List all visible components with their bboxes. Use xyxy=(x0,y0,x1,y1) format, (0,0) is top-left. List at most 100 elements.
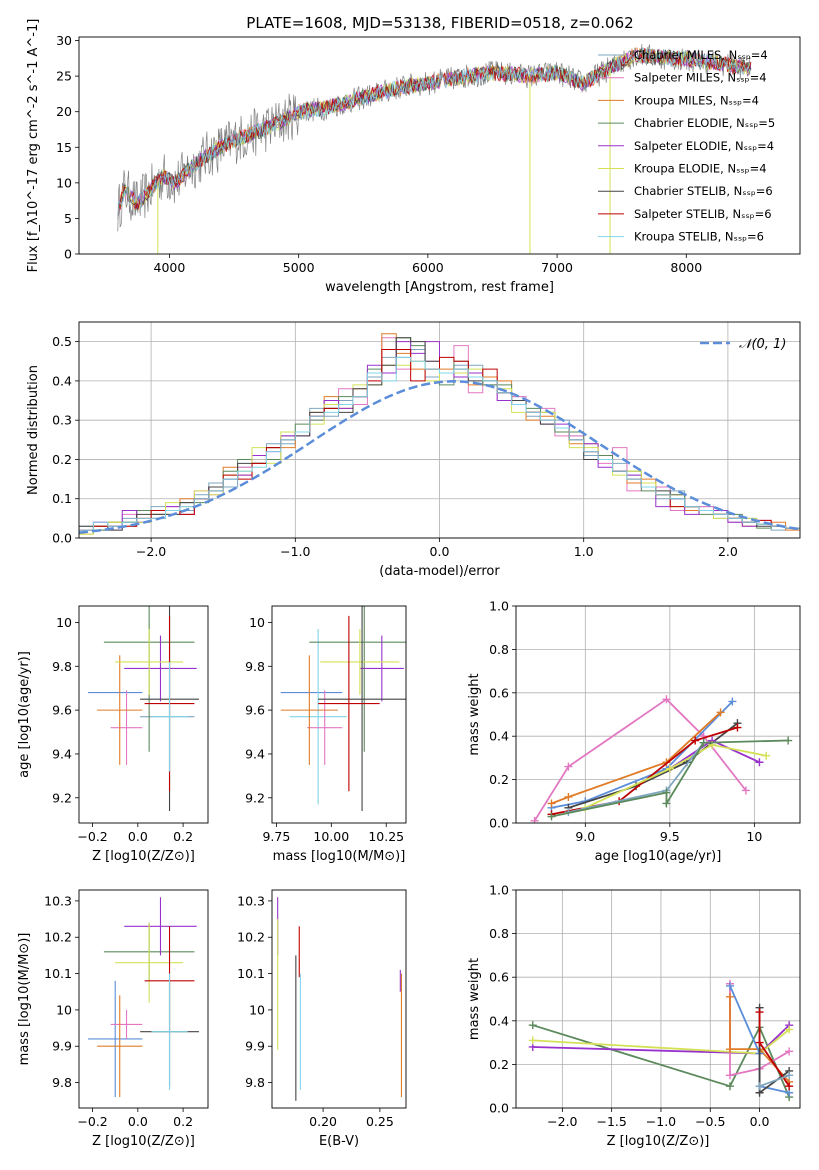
histogram-series xyxy=(79,356,800,538)
axes-frame xyxy=(515,889,801,1109)
weight-marker xyxy=(725,992,734,1001)
x-tick-label: 8000 xyxy=(670,260,702,275)
weight-marker xyxy=(662,788,671,797)
weight-marker xyxy=(716,708,725,717)
x-axis-label: wavelength [Angstrom, rest frame] xyxy=(325,280,554,295)
x-tick-label: −1.0 xyxy=(646,1114,676,1129)
y-tick-label: 25 xyxy=(56,69,72,84)
weight-marker xyxy=(755,1038,764,1047)
y-tick-label: 0.3 xyxy=(52,413,72,428)
error-bars xyxy=(280,606,406,811)
weight-series xyxy=(759,1074,790,1088)
axes-frame xyxy=(78,36,801,255)
x-tick-label: 0.0 xyxy=(750,1114,770,1129)
weight-series xyxy=(551,700,734,809)
y-tick-label: 10.1 xyxy=(237,966,265,981)
residuals-panel: −2.0 −1.0 0.0 1.0 2.0 0.0 0.1 0.2 0.3 0.4 0.5 (data… xyxy=(26,321,801,579)
y-tick-label: 0.4 xyxy=(52,373,72,388)
axes-frame xyxy=(78,321,801,539)
x-tick-label: 9.75 xyxy=(262,829,290,844)
weight-marker xyxy=(699,738,708,747)
weight-lines xyxy=(530,695,793,823)
x-tick-label: 9.5 xyxy=(660,829,680,844)
age-vs-mass-panel: 9.75 10.00 10.25 9.2 9.4 9.6 9.8 10 mass [log10(… xyxy=(245,605,407,864)
y-tick-label: 9.6 xyxy=(245,703,265,718)
legend-label: Chabrier ELODIE, Nₛₛₚ=5 xyxy=(634,116,775,130)
x-tick-label: 10.25 xyxy=(368,829,404,844)
x-tick-label: −1.5 xyxy=(596,1114,626,1129)
x-tick-label: 0.2 xyxy=(173,829,193,844)
y-tick-label: 10.1 xyxy=(44,966,72,981)
x-tick-label: 5000 xyxy=(283,260,315,275)
y-axis-label: mass weight xyxy=(467,958,482,1040)
y-tick-label: 0.0 xyxy=(489,816,509,831)
legend-label: Salpeter ELODIE, Nₛₛₚ=4 xyxy=(634,139,774,153)
error-bars xyxy=(88,897,199,1098)
x-axis-label: mass [log10(M/M⊙)] xyxy=(273,849,406,864)
y-axis-label: mass [log10(M/M⊙)] xyxy=(17,933,32,1066)
y-tick-label: 0.4 xyxy=(489,729,509,744)
y-tick-label: 9.9 xyxy=(245,1039,265,1054)
observed-spectrum xyxy=(117,44,751,232)
y-axis-label: Normed distribution xyxy=(26,365,41,495)
weight-marker xyxy=(785,1082,794,1091)
y-tick-label: 0.8 xyxy=(489,926,509,941)
weight-marker xyxy=(762,751,771,760)
weight-marker xyxy=(728,697,737,706)
y-tick-label: 0.5 xyxy=(52,334,72,349)
spectrum-panel: 4000 5000 6000 7000 8000 0 5 10 15 20 25 30 waveleng… xyxy=(26,19,801,295)
y-tick-label: 0.2 xyxy=(489,1057,509,1072)
x-tick-label: 0.0 xyxy=(430,544,450,559)
y-tick-label: 0.2 xyxy=(52,452,72,467)
weight-marker xyxy=(528,1021,537,1030)
x-tick-label: 0.0 xyxy=(128,1114,148,1129)
weight-marker xyxy=(564,792,573,801)
x-tick-label: 9.0 xyxy=(575,829,595,844)
y-tick-label: 9.2 xyxy=(52,790,72,805)
weight-marker xyxy=(665,764,674,773)
x-tick-label: 10 xyxy=(746,829,762,844)
weight-marker xyxy=(528,1036,537,1045)
y-tick-label: 20 xyxy=(56,104,72,119)
y-tick-label: 15 xyxy=(56,140,72,155)
error-bars xyxy=(88,606,199,811)
weight-marker xyxy=(725,981,734,990)
y-tick-label: 0.0 xyxy=(489,1101,509,1116)
weight-marker xyxy=(547,812,556,821)
weight-marker xyxy=(785,1047,794,1056)
weight-series xyxy=(584,743,767,809)
axes-frame xyxy=(78,605,209,824)
y-tick-label: 1.0 xyxy=(489,883,509,898)
weight-marker xyxy=(733,723,742,732)
x-axis-label: age [log10(age/yr)] xyxy=(595,849,722,864)
y-tick-label: 0.0 xyxy=(52,531,72,546)
x-tick-label: 1.0 xyxy=(574,544,594,559)
x-tick-label: 6000 xyxy=(412,260,444,275)
y-tick-label: 9.8 xyxy=(245,1075,265,1090)
axes-frame xyxy=(515,605,801,824)
x-tick-label: 10.00 xyxy=(313,829,349,844)
weight-marker xyxy=(755,1082,764,1091)
x-tick-label: 2.0 xyxy=(718,544,738,559)
weight-marker xyxy=(662,695,671,704)
x-tick-label: −0.2 xyxy=(77,1114,107,1129)
y-axis-label: Flux [f_λ10^-17 erg cm^-2 s^-1 A^-1] xyxy=(26,19,41,273)
axes-frame xyxy=(271,605,407,824)
y-tick-label: 0.6 xyxy=(489,970,509,985)
legend-label: Chabrier STELIB, Nₛₛₚ=6 xyxy=(634,184,773,198)
x-axis-label: Z [log10(Z/Z⊙)] xyxy=(607,1134,710,1149)
y-tick-label: 30 xyxy=(56,33,72,48)
y-tick-label: 0.2 xyxy=(489,772,509,787)
weight-series xyxy=(532,1024,791,1098)
y-tick-label: 9.8 xyxy=(245,659,265,674)
histograms xyxy=(79,333,800,538)
mass-vs-ebv-panel: 0.20 0.25 9.8 9.9 10 10.1 10.2 10.3 E(B-V) xyxy=(237,889,407,1149)
weight-lines xyxy=(528,979,794,1102)
x-tick-label: −2.0 xyxy=(136,544,166,559)
weight-marker xyxy=(755,758,764,767)
legend-label: Salpeter MILES, Nₛₛₚ=4 xyxy=(634,71,767,85)
model-spectrum xyxy=(117,48,752,220)
y-tick-label: 9.9 xyxy=(52,1039,72,1054)
legend-label: Kroupa STELIB, Nₛₛₚ=6 xyxy=(634,230,764,244)
y-tick-label: 10.2 xyxy=(237,930,265,945)
